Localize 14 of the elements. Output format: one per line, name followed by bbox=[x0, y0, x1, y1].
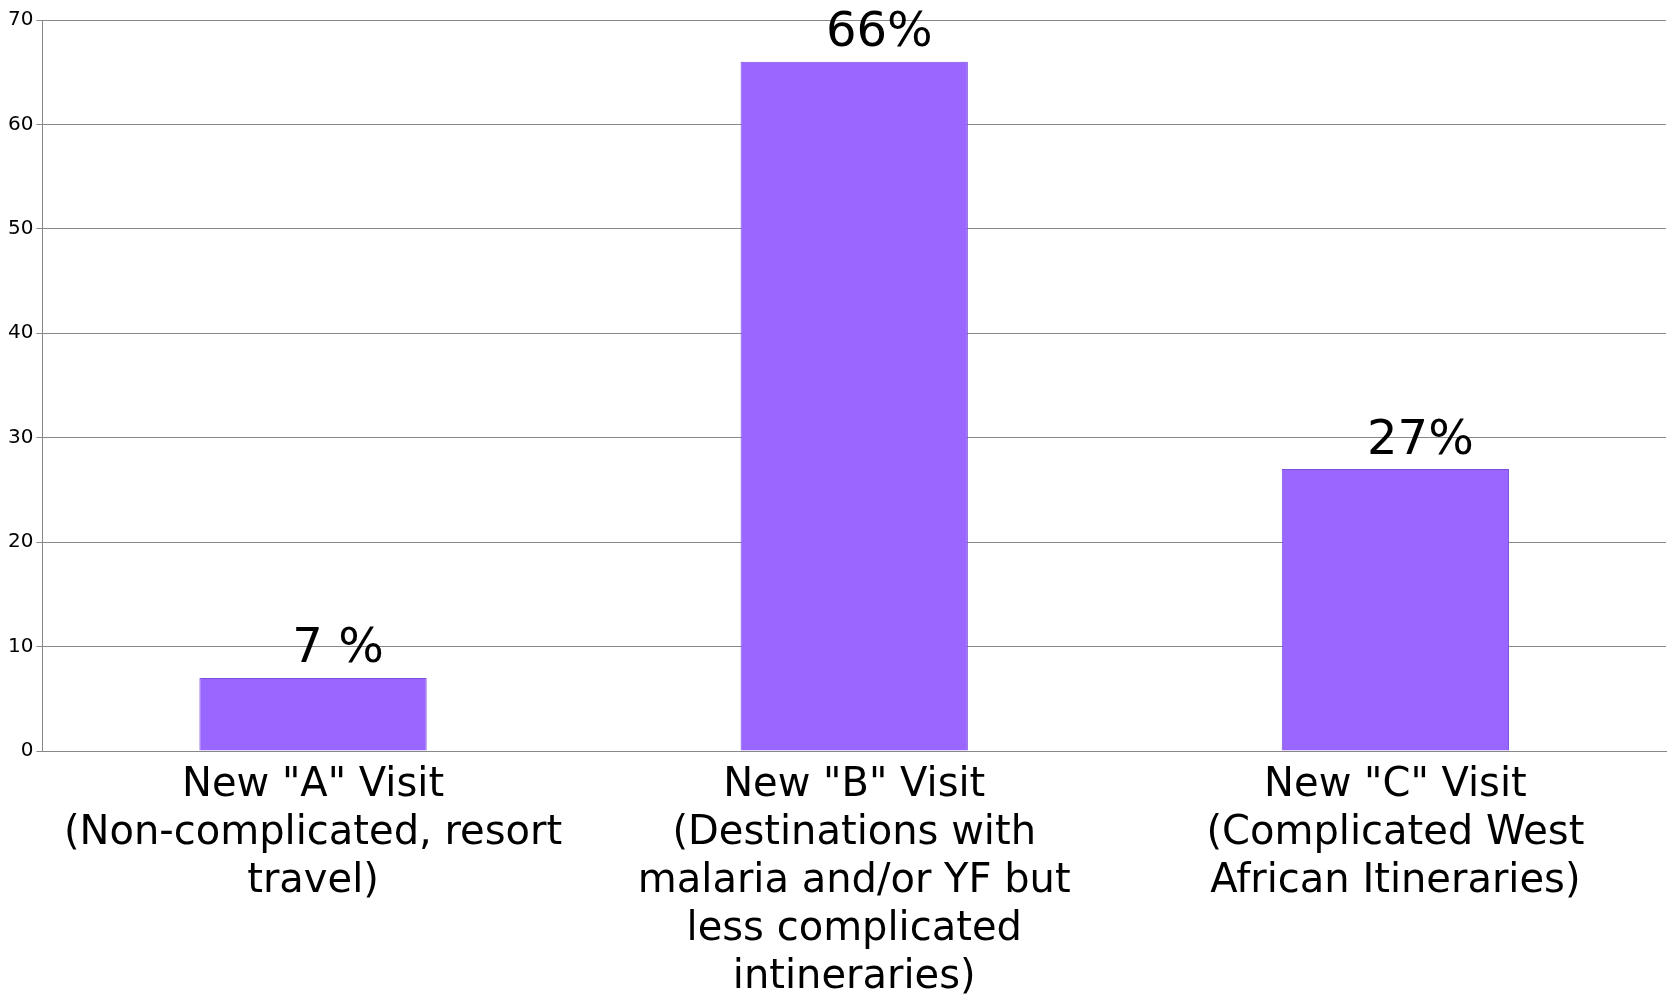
y-tick-label: 0 bbox=[20, 737, 34, 762]
y-tick-label: 60 bbox=[8, 110, 34, 135]
y-tick-label: 50 bbox=[8, 215, 34, 240]
y-tick-label: 70 bbox=[8, 6, 34, 31]
x-tick-label: New "C" Visit (Complicated West African Itineraries) bbox=[1206, 759, 1585, 902]
x-tick-label: New "B" Visit (Destinations with malaria and/or YF but less complicated intineraries) bbox=[637, 759, 1071, 998]
data-label: 27% bbox=[1367, 408, 1474, 465]
y-tick-label: 20 bbox=[8, 528, 34, 553]
x-tick-label: New "A" Visit (Non-complicated, resort travel) bbox=[64, 759, 563, 902]
data-label: 7 % bbox=[292, 617, 384, 674]
data-label: 66% bbox=[825, 1, 933, 58]
y-tick-label: 10 bbox=[8, 632, 34, 657]
y-tick-label: 30 bbox=[8, 423, 34, 448]
y-tick-label: 40 bbox=[8, 319, 34, 344]
